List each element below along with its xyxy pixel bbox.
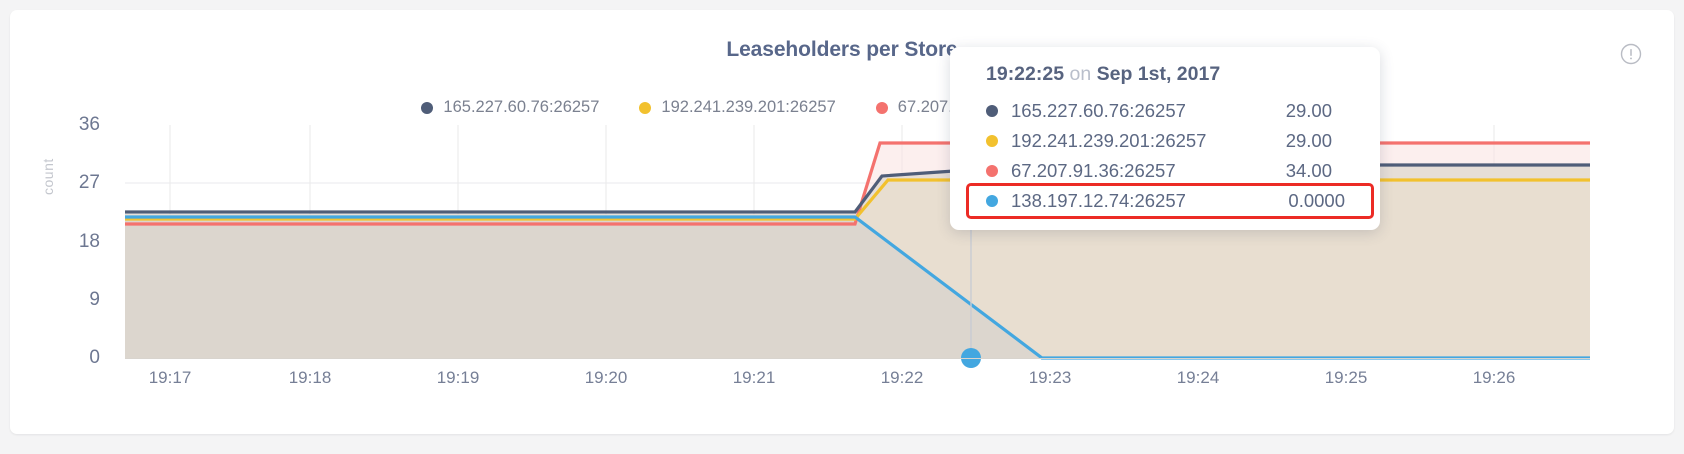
x-tick: 19:24 [1176, 368, 1220, 387]
tooltip-series-value: 29.00 [1285, 100, 1332, 121]
y-tick: 27 [78, 172, 100, 193]
tooltip-on-word: on [1069, 63, 1092, 85]
tooltip-series-value: 34.00 [1285, 160, 1332, 181]
legend-color-dot [421, 101, 434, 114]
tooltip-series-label: 165.227.60.76:26257 [1011, 100, 1186, 121]
x-tick: 19:21 [732, 368, 776, 387]
x-tick: 19:25 [1324, 368, 1368, 387]
chart-card: Leaseholders per Store 165.227.60.76:262… [10, 10, 1674, 434]
tooltip-row: 192.241.239.201:26257 29.00 [972, 126, 1358, 156]
y-tick: 9 [89, 289, 100, 310]
tooltip-series-label: 192.241.239.201:26257 [1011, 130, 1207, 151]
x-tick: 19:26 [1472, 368, 1516, 387]
legend-label: 192.241.239.201:26257 [661, 98, 836, 116]
tooltip-series-label: 67.207.91.36:26257 [1011, 160, 1176, 181]
x-tick: 19:23 [1028, 368, 1072, 387]
tooltip-color-dot [986, 195, 998, 207]
legend-color-dot [639, 101, 652, 114]
chart-svg [125, 125, 1590, 368]
tooltip-date: Sep 1st, 2017 [1096, 63, 1221, 85]
legend-color-dot [875, 101, 888, 114]
y-axis-ticks: 36 27 18 9 0 [28, 10, 100, 434]
tooltip-color-dot [986, 135, 998, 147]
y-tick: 18 [78, 231, 100, 252]
x-tick: 19:22 [880, 368, 924, 387]
y-tick: 0 [89, 347, 100, 368]
tooltip-color-dot [986, 165, 998, 177]
legend-label: 165.227.60.76:26257 [443, 98, 600, 116]
tooltip-row: 165.227.60.76:26257 29.00 [972, 96, 1358, 126]
x-tick: 19:17 [148, 368, 192, 387]
tooltip-series-value: 0.0000 [1288, 190, 1345, 211]
legend-item[interactable]: 192.241.239.201:26257 [639, 98, 836, 117]
x-tick: 19:18 [288, 368, 332, 387]
x-tick: 19:20 [584, 368, 628, 387]
info-circle-icon[interactable] [1620, 43, 1642, 65]
tooltip-header: 19:22:25 on Sep 1st, 2017 [986, 63, 1358, 86]
tooltip-row-highlighted: 138.197.12.74:26257 0.0000 [966, 183, 1374, 219]
page-title: Leaseholders per Store [726, 38, 958, 61]
legend-item[interactable]: 165.227.60.76:26257 [421, 98, 599, 117]
tooltip-series-label: 138.197.12.74:26257 [1011, 190, 1186, 211]
plot-area: count 36 27 18 9 0 [10, 10, 1674, 434]
chart-tooltip: 19:22:25 on Sep 1st, 2017 165.227.60.76:… [950, 47, 1380, 230]
tooltip-series-value: 29.00 [1285, 130, 1332, 151]
tooltip-time: 19:22:25 [986, 63, 1065, 85]
y-tick: 36 [78, 114, 100, 135]
tooltip-color-dot [986, 105, 998, 117]
area-series-4 [125, 217, 1040, 358]
tooltip-row: 67.207.91.36:26257 34.00 [972, 156, 1358, 186]
x-tick: 19:19 [436, 368, 480, 387]
